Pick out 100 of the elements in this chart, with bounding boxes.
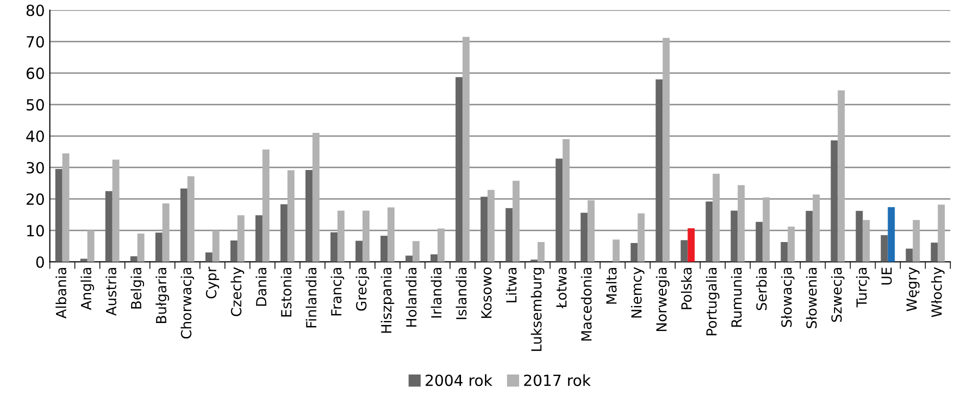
x-tick-label: Dania	[256, 268, 266, 306]
bar	[512, 180, 520, 262]
x-tick-label: Irlandia	[430, 268, 442, 318]
bar	[438, 228, 445, 262]
bar	[262, 150, 270, 262]
bar	[788, 226, 795, 262]
x-tick-label: Turcja	[856, 268, 870, 308]
x-tick-label: Niemcy	[630, 267, 644, 318]
x-tick-label: Węgry	[906, 267, 920, 312]
bar	[480, 196, 488, 262]
bar	[237, 215, 244, 262]
bar	[888, 207, 895, 262]
y-tick-label: 60	[26, 68, 44, 80]
y-tick-label: 70	[26, 36, 44, 48]
x-tick-label: Bułgaria	[156, 268, 170, 324]
bar	[906, 248, 913, 262]
bar	[506, 208, 513, 262]
bar	[205, 252, 212, 262]
bar	[756, 222, 763, 262]
x-tick-label: Holandia	[406, 268, 417, 327]
bar	[680, 240, 688, 262]
bar	[55, 169, 62, 262]
bar	[412, 241, 420, 262]
y-tick-label: 50	[26, 99, 44, 111]
x-tick-label: Francja	[330, 268, 344, 316]
bar	[612, 240, 620, 262]
x-tick-label: Austria	[106, 268, 116, 316]
bar	[388, 207, 395, 262]
x-tick-label: Litwa	[506, 268, 517, 302]
x-tick-label: Belgia	[130, 268, 144, 308]
bar	[938, 204, 945, 262]
bar	[856, 210, 863, 262]
x-tick-label: Finlandia	[306, 268, 316, 328]
x-tick-label: Polska	[680, 268, 692, 310]
legend-label: 2004 rok	[426, 374, 492, 386]
x-tick-label: Albania	[56, 268, 66, 318]
legend-label: 2017 rok	[524, 374, 591, 386]
bar	[105, 191, 112, 262]
y-tick-label: 40	[26, 130, 44, 142]
x-tick-label: Serbia	[756, 268, 767, 310]
bar	[287, 170, 294, 262]
bar	[87, 230, 94, 262]
y-tick-label: 0	[36, 256, 44, 268]
bar	[862, 220, 870, 262]
y-tick-label: 30	[26, 162, 44, 174]
x-tick-label: UE	[882, 268, 892, 284]
bar	[780, 242, 788, 262]
bar	[130, 256, 138, 262]
bar	[337, 210, 344, 262]
bar	[538, 242, 545, 262]
bar	[556, 158, 563, 262]
bar	[738, 185, 745, 262]
bar	[830, 140, 838, 262]
x-tick-label: Estonia	[280, 268, 292, 316]
bar	[806, 210, 813, 262]
x-tick-label: Słowenia	[806, 268, 817, 328]
x-tick-label: Portugalia	[706, 268, 720, 336]
bar	[838, 90, 845, 262]
bar	[456, 77, 463, 262]
bar	[355, 240, 362, 262]
x-tick-label: Macedonia	[580, 268, 592, 341]
x-tick-label: Chorwacja	[180, 268, 194, 339]
bar	[880, 235, 888, 262]
x-tick-label: Rumunia	[730, 268, 742, 327]
x-tick-label: Malta	[606, 268, 617, 304]
bar	[137, 234, 144, 262]
bar	[712, 174, 720, 262]
bar	[688, 228, 695, 262]
bar	[562, 139, 570, 262]
bar	[462, 36, 470, 262]
bar	[812, 194, 820, 262]
bar	[912, 220, 920, 262]
bar	[230, 240, 238, 262]
bar	[638, 213, 645, 262]
bar	[112, 160, 120, 262]
x-tick-label: Luksemburg	[530, 268, 544, 351]
bar	[588, 200, 595, 262]
bar	[330, 232, 338, 262]
bar	[280, 204, 288, 262]
x-tick-label: Islandia	[456, 268, 467, 320]
bar	[488, 190, 495, 262]
bar	[180, 188, 188, 262]
x-tick-label: Słowacja	[781, 268, 794, 327]
x-tick-label: Norwegia	[656, 268, 670, 332]
x-tick-label: Cypr	[206, 266, 220, 298]
x-tick-label: Szwecja	[831, 268, 844, 322]
bar	[362, 210, 370, 262]
bar	[80, 258, 88, 262]
bar	[930, 242, 938, 262]
bar	[656, 79, 663, 262]
y-tick-label: 10	[27, 224, 44, 236]
bar	[580, 212, 588, 262]
bar	[406, 256, 413, 262]
x-tick-label: Włochy	[931, 267, 945, 318]
bar	[380, 236, 388, 262]
x-tick-label: Łotwa	[556, 268, 567, 308]
x-tick-label: Grecja	[356, 268, 370, 311]
x-tick-label: Czechy	[230, 267, 244, 316]
bar	[212, 230, 220, 262]
y-tick-label: 80	[26, 4, 44, 16]
